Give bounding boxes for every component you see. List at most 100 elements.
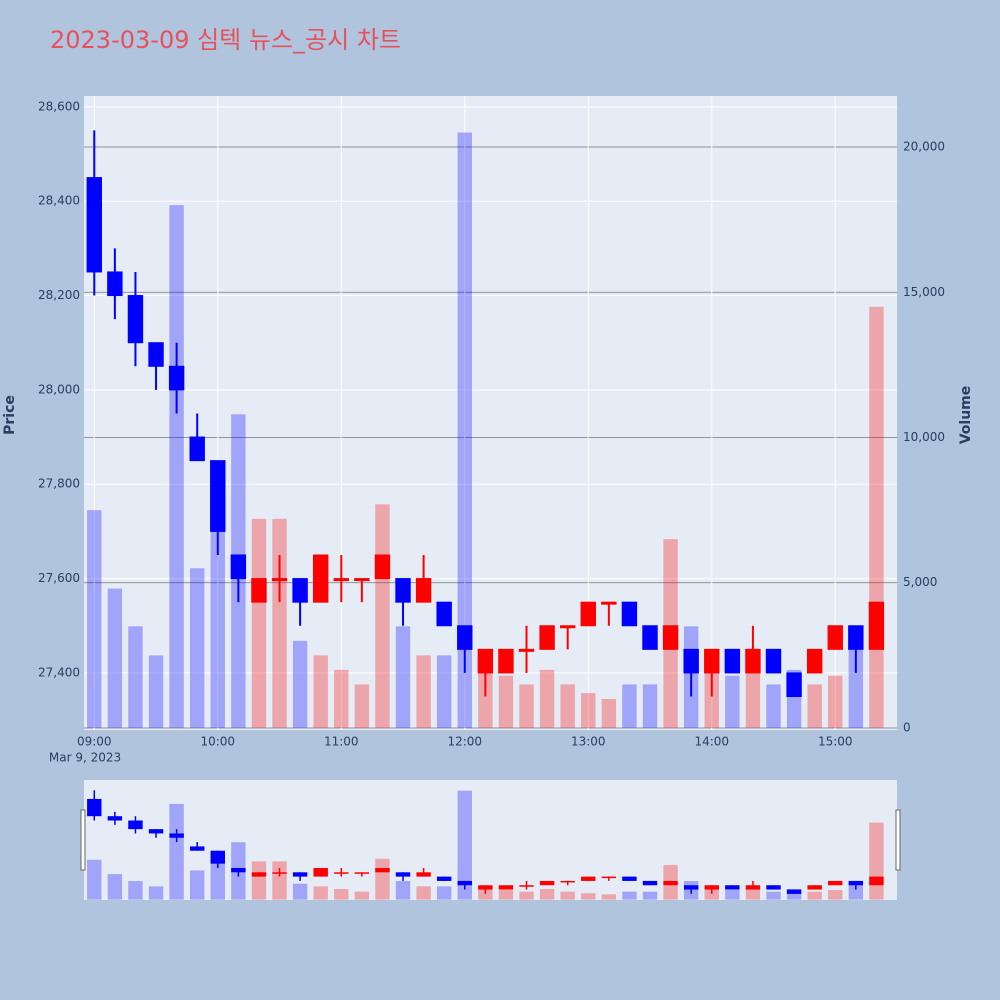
mini-candle-body <box>704 885 719 890</box>
chart-title: 2023-03-09 심텍 뉴스_공시 차트 <box>50 26 401 54</box>
mini-candle-body <box>498 885 514 890</box>
candle-body <box>518 648 535 652</box>
mini-volume-bar <box>601 894 617 900</box>
candle-body <box>580 601 596 627</box>
mini-volume-bar <box>560 891 575 900</box>
candle-body <box>724 648 741 674</box>
mini-volume-bar <box>745 889 761 900</box>
candle-body <box>621 601 638 627</box>
x-tick-label: 12:00 <box>447 735 482 749</box>
mini-volume-bar <box>807 891 822 900</box>
candle-body <box>292 578 308 603</box>
volume-bar <box>87 510 102 728</box>
mini-volume-bar <box>87 859 102 900</box>
mini-candle-body <box>395 872 411 877</box>
mini-candle-body <box>416 872 431 877</box>
mini-candle-body <box>272 872 287 874</box>
volume-bar <box>457 132 472 728</box>
candle-body <box>704 648 720 674</box>
mini-volume-bar <box>519 891 534 900</box>
volume-bar <box>210 507 225 728</box>
volume-bar <box>251 518 267 728</box>
volume-bar <box>272 518 287 728</box>
mini-volume-bar <box>148 886 164 900</box>
mini-volume-bar <box>766 891 781 900</box>
volume-bar <box>807 684 822 728</box>
y2-tick-label: 15,000 <box>903 285 945 299</box>
mini-volume-bar <box>436 886 452 900</box>
candle-body <box>374 554 391 580</box>
mini-volume-bar <box>395 881 411 900</box>
mini-candle-body <box>148 829 164 834</box>
y-tick-label: 28,400 <box>38 194 80 208</box>
plot-area <box>84 96 897 730</box>
mini-volume-bar <box>292 883 308 900</box>
candle-body <box>868 601 885 650</box>
range-slider[interactable] <box>84 780 897 900</box>
candle-body <box>662 625 679 650</box>
mini-candle-body <box>169 833 184 838</box>
candle-body <box>745 648 761 674</box>
candle-body <box>848 625 864 650</box>
volume-bar <box>869 306 884 728</box>
range-handle[interactable] <box>895 809 901 871</box>
mini-volume-bar <box>498 890 514 900</box>
mini-candle-body <box>478 885 493 890</box>
mini-volume-bar <box>786 889 802 900</box>
mini-candle-body <box>519 885 534 887</box>
y2-tick-label: 10,000 <box>903 430 945 444</box>
candle-body <box>230 554 247 580</box>
mini-candle-body <box>601 876 617 879</box>
candle-body <box>189 436 205 462</box>
candle-body <box>827 625 843 650</box>
volume-bar <box>601 698 617 728</box>
volume-bar <box>189 568 205 728</box>
candle-body <box>786 672 802 698</box>
volume-bar <box>354 684 370 728</box>
mini-volume-bar <box>313 886 328 900</box>
x-tick-label: 14:00 <box>694 735 729 749</box>
range-handle[interactable] <box>80 809 86 871</box>
mini-candle-body <box>807 885 822 890</box>
candle-body <box>107 271 123 297</box>
y-tick-label: 27,400 <box>38 665 80 679</box>
volume-bar <box>498 675 514 728</box>
volume-bar <box>622 684 637 728</box>
candle-body <box>271 578 288 582</box>
candle-body <box>559 625 576 629</box>
mini-candle-body <box>210 850 225 864</box>
mini-volume-bar <box>416 886 431 900</box>
mini-candle-body <box>663 880 678 886</box>
y-tick-label: 28,200 <box>38 288 80 302</box>
candle-body <box>436 601 452 627</box>
candle-body <box>251 578 267 603</box>
mini-candle-body <box>128 820 143 830</box>
mini-volume-bar <box>107 874 123 900</box>
y-axis-title: Price <box>2 395 18 435</box>
mini-candle-body <box>828 880 843 886</box>
mini-candle-body <box>292 872 308 877</box>
mini-candle-body <box>725 885 740 890</box>
volume-bar <box>375 504 390 728</box>
x-tick-label: 13:00 <box>571 735 606 749</box>
candle-body <box>539 625 555 650</box>
candle-body <box>477 648 494 674</box>
mini-candle-body <box>745 885 761 890</box>
candle-body <box>86 177 102 273</box>
mini-volume-bar <box>828 890 843 900</box>
volume-bar <box>745 669 761 728</box>
mini-candle-body <box>622 876 637 881</box>
mini-volume-bar <box>210 859 225 900</box>
volume-bar <box>848 640 864 728</box>
volume-bar <box>313 655 328 728</box>
mini-volume-bar <box>869 822 884 900</box>
mini-candle-body <box>786 889 802 894</box>
candle-body <box>395 578 411 603</box>
volume-bar <box>169 205 184 728</box>
candle-body <box>683 648 699 674</box>
x-tick-label: 11:00 <box>324 735 359 749</box>
mini-volume-bar <box>375 858 390 900</box>
mini-candle-body <box>375 867 390 873</box>
volume-bar <box>107 588 123 728</box>
